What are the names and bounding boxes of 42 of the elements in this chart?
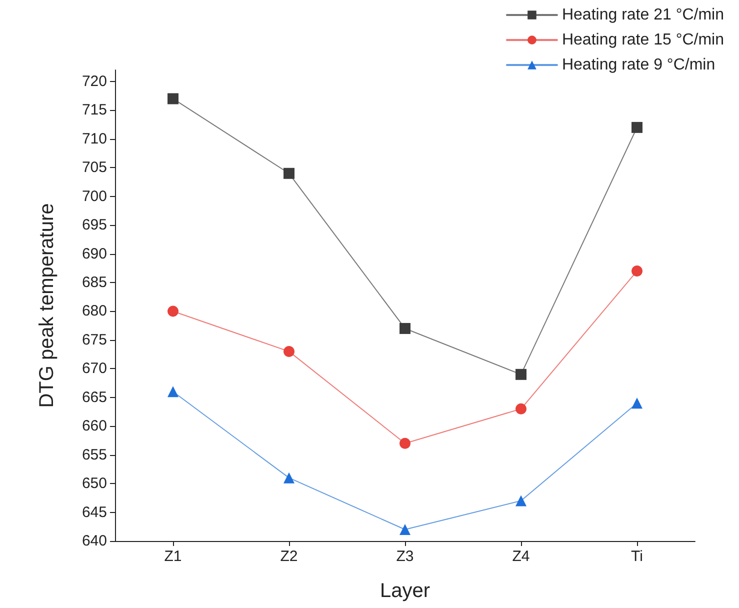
y-tick-label: 660: [82, 418, 107, 435]
y-tick-label: 700: [82, 188, 107, 205]
point: [400, 438, 410, 449]
y-tick-label: 665: [82, 388, 107, 406]
y-tick-label: 695: [82, 216, 107, 234]
point: [400, 322, 410, 334]
legend-label: Heating rate 15 °C/min: [562, 32, 724, 48]
x-tick-label: Z3: [396, 548, 414, 565]
legend-label: Heating rate 21 °C/min: [562, 6, 724, 24]
y-tick-label: 655: [82, 446, 107, 464]
point: [632, 122, 642, 133]
point: [632, 266, 642, 277]
y-tick-label: 720: [82, 72, 107, 90]
y-axis-title: DTG peak temperature: [36, 203, 58, 408]
y-tick-label: 715: [82, 102, 107, 119]
x-tick-label: Z4: [512, 548, 530, 565]
y-tick-label: 705: [82, 159, 107, 176]
y-tick-label: 650: [82, 475, 107, 492]
x-tick-label: Z1: [164, 548, 182, 565]
x-axis-title: Layer: [380, 580, 430, 602]
point: [284, 472, 294, 484]
y-tick-label: 675: [82, 331, 107, 348]
legend-label: Heating rate 9 °C/min: [562, 56, 716, 74]
point: [168, 306, 178, 317]
point: [168, 93, 178, 104]
y-tick-label: 710: [82, 130, 107, 148]
y-tick-label: 690: [82, 245, 107, 262]
point: [400, 524, 410, 536]
y-tick-label: 680: [82, 302, 107, 320]
y-tick-label: 670: [82, 360, 107, 378]
point: [168, 386, 178, 398]
point: [284, 346, 294, 357]
point: [516, 403, 526, 414]
point: [284, 168, 294, 179]
y-tick-label: 645: [82, 504, 107, 521]
point: [632, 398, 642, 409]
x-tick-label: Z2: [280, 548, 298, 565]
y-tick-label: 685: [82, 274, 107, 292]
y-tick-label: 640: [82, 532, 107, 550]
x-tick-label: Ti: [631, 548, 643, 565]
point: [516, 368, 526, 380]
point: [516, 495, 526, 506]
